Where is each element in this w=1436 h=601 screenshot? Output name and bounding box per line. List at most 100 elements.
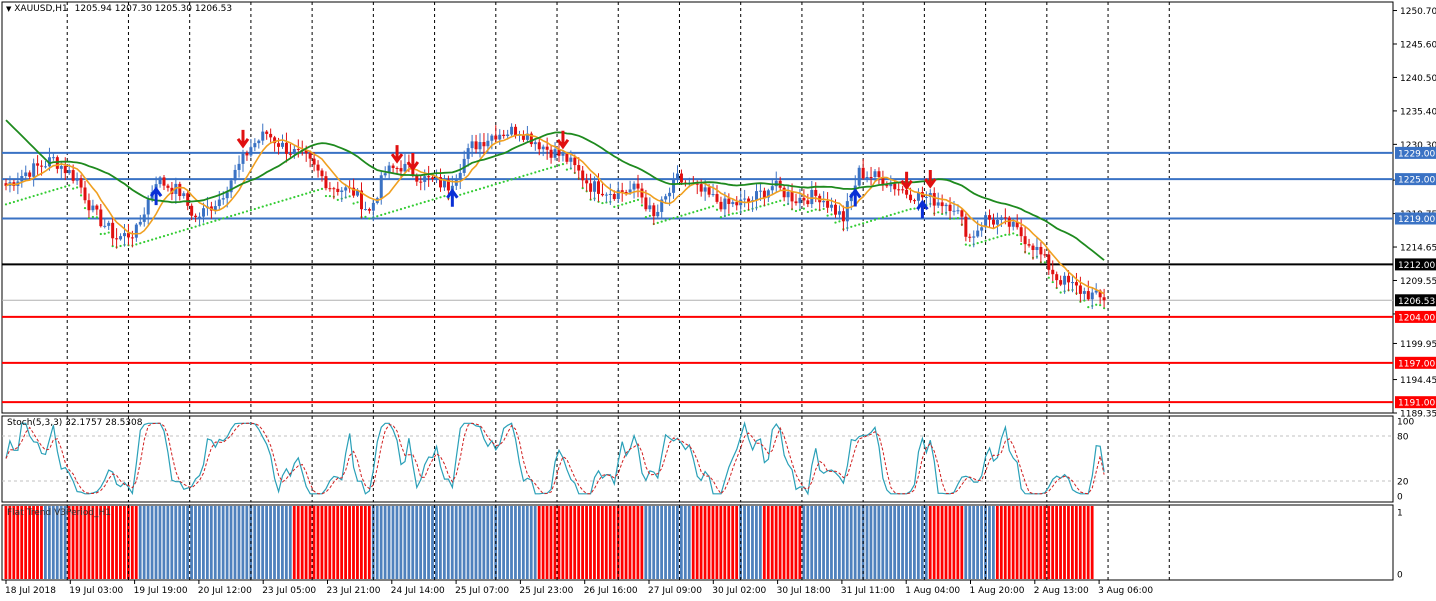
candle-body bbox=[363, 209, 367, 211]
candle-body bbox=[802, 197, 806, 201]
trend-bar bbox=[782, 506, 786, 579]
psar-dot bbox=[234, 213, 237, 216]
trend-bar bbox=[1059, 506, 1062, 579]
candle-body bbox=[668, 192, 672, 197]
psar-dot bbox=[119, 244, 122, 248]
psar-dot bbox=[111, 245, 114, 248]
trend-bar bbox=[367, 506, 371, 579]
psar-dot bbox=[147, 239, 150, 242]
trend-bar bbox=[916, 506, 920, 579]
trend-bar bbox=[36, 506, 39, 579]
sell-arrow-icon bbox=[390, 145, 404, 164]
stoch-axis-label: 0 bbox=[1397, 493, 1403, 503]
trend-bar bbox=[834, 506, 837, 579]
trend-bar bbox=[652, 506, 656, 579]
trend-bar bbox=[24, 506, 28, 579]
candle-body bbox=[1086, 291, 1090, 300]
trend-bar bbox=[174, 506, 178, 579]
psar-dot bbox=[869, 219, 873, 223]
psar-dot bbox=[218, 218, 221, 221]
psar-dot bbox=[727, 213, 730, 216]
trend-bar bbox=[324, 506, 328, 579]
trend-bar bbox=[87, 506, 91, 579]
level-tag bbox=[1395, 258, 1436, 271]
main-price-pane[interactable]: 1250.701245.601240.501235.401230.301224.… bbox=[1, 1, 1436, 420]
stochastic-pane[interactable]: 100 80 20 0 bbox=[1, 415, 1414, 503]
trend-bar bbox=[32, 506, 35, 579]
ohlc-values: 1205.94 1207.30 1205.30 1206.53 bbox=[74, 4, 233, 14]
psar-dot bbox=[352, 202, 355, 205]
psar-dot bbox=[95, 216, 98, 219]
trend-bar bbox=[593, 506, 596, 579]
trend-bar bbox=[158, 506, 162, 579]
candle-body bbox=[123, 233, 126, 237]
psar-dot bbox=[743, 209, 746, 212]
psar-dot bbox=[636, 198, 640, 201]
trend-bar bbox=[292, 506, 296, 579]
trend-bar bbox=[427, 506, 430, 579]
trend-bar bbox=[881, 506, 885, 579]
trend-bar bbox=[660, 506, 663, 579]
candle-body bbox=[992, 219, 995, 225]
psar-dot bbox=[688, 212, 691, 215]
trend-bar bbox=[478, 506, 482, 579]
psar-dot bbox=[798, 208, 802, 211]
dropdown-icon[interactable]: ▼ bbox=[6, 5, 12, 13]
ma-slow-line bbox=[5, 119, 1105, 261]
trend-bar bbox=[988, 506, 991, 579]
trend-bar bbox=[308, 506, 312, 579]
trend-bar bbox=[221, 506, 225, 579]
candle-body bbox=[1047, 254, 1051, 270]
psar-dot bbox=[877, 217, 881, 220]
trend-bar bbox=[1003, 506, 1007, 579]
trend-bar bbox=[284, 506, 288, 579]
trend-bar bbox=[1047, 506, 1051, 579]
trend-bar bbox=[399, 506, 403, 579]
trend-bar bbox=[387, 506, 391, 579]
candle-body bbox=[320, 170, 324, 177]
trend-bar bbox=[932, 506, 936, 579]
psar-dot bbox=[692, 211, 695, 214]
trend-bar bbox=[755, 506, 758, 579]
trend-bar bbox=[419, 506, 423, 579]
candle-body bbox=[269, 133, 273, 138]
psar-dot bbox=[403, 206, 407, 210]
trend-bar bbox=[67, 506, 71, 579]
psar-dot bbox=[601, 201, 604, 205]
candle-body bbox=[1090, 292, 1094, 300]
symbol-header: ▼ XAUUSD,H1 1205.94 1207.30 1205.30 1206… bbox=[6, 4, 232, 14]
candle-body bbox=[427, 176, 431, 178]
trend-bar bbox=[217, 506, 221, 579]
trend-bar bbox=[976, 506, 979, 579]
candle-body bbox=[755, 191, 758, 201]
trend-bar bbox=[1051, 506, 1055, 579]
psar-dot bbox=[28, 196, 31, 199]
psar-dot bbox=[557, 164, 561, 167]
trend-bar bbox=[956, 506, 960, 579]
psar-dot bbox=[1008, 233, 1011, 236]
psar-dot bbox=[392, 210, 395, 213]
trend-bar bbox=[431, 506, 434, 579]
candle-body bbox=[265, 131, 269, 134]
trend-bar bbox=[328, 506, 332, 579]
trend-bar bbox=[498, 506, 502, 579]
candle-body bbox=[273, 137, 277, 144]
psar-dot bbox=[162, 235, 166, 238]
candle-body bbox=[806, 200, 810, 205]
candle-body bbox=[545, 146, 549, 150]
candle-body bbox=[442, 179, 446, 188]
trend-bar bbox=[802, 506, 806, 579]
psar-dot bbox=[1000, 234, 1003, 238]
candle-body bbox=[889, 183, 893, 187]
psar-dot bbox=[68, 184, 71, 187]
trend-pane[interactable]: 10 bbox=[1, 504, 1403, 581]
candle-body bbox=[221, 198, 225, 200]
candle-body bbox=[913, 200, 916, 202]
trend-bar bbox=[766, 506, 770, 579]
candle-body bbox=[624, 192, 628, 194]
psar-dot bbox=[206, 222, 209, 225]
level-label: 1197.00 bbox=[1398, 359, 1435, 369]
psar-dot bbox=[771, 202, 774, 205]
candle-body bbox=[470, 141, 474, 149]
